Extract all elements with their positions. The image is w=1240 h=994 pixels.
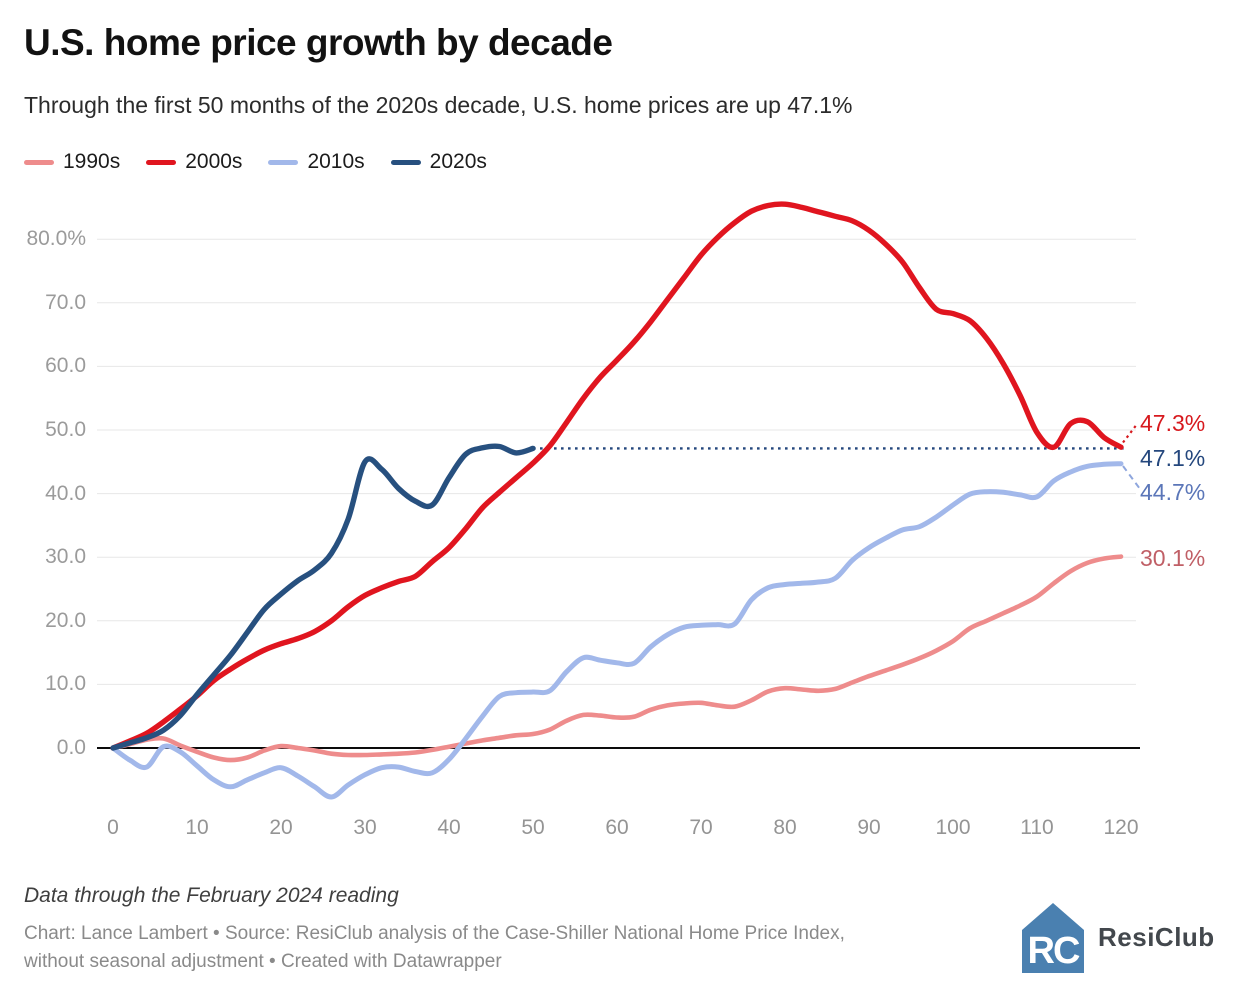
source-attribution-line2: without seasonal adjustment • Created wi… xyxy=(24,951,502,972)
x-tick-label: 10 xyxy=(185,816,209,839)
y-tick-label: 0.0 xyxy=(56,736,86,759)
y-tick-label: 80.0% xyxy=(26,227,86,251)
end-label-2020s: 47.1% xyxy=(1140,445,1206,471)
brand-lockup: RC ResiClub xyxy=(1022,901,1215,973)
y-tick-label: 70.0 xyxy=(45,290,86,314)
legend-label-2000s: 2000s xyxy=(185,150,243,173)
chart-subtitle: Through the first 50 months of the 2020s… xyxy=(24,92,853,118)
legend-swatch-1990s xyxy=(24,159,54,165)
x-tick-label: 0 xyxy=(107,816,119,839)
x-tick-label: 20 xyxy=(269,816,293,839)
line-1990s xyxy=(110,554,1124,763)
x-tick-label: 40 xyxy=(437,816,461,839)
y-tick-label: 40.0 xyxy=(45,481,86,505)
x-tick-label: 70 xyxy=(689,816,713,839)
y-tick-label: 20.0 xyxy=(45,608,86,632)
x-tick-label: 60 xyxy=(605,816,629,839)
legend-item-1990s: 1990s xyxy=(24,150,120,174)
legend-item-2010s: 2010s xyxy=(268,150,365,174)
x-tick-label: 30 xyxy=(353,816,377,839)
svg-text:RC: RC xyxy=(1028,930,1080,972)
end-label-2000s: 47.3% xyxy=(1140,410,1206,436)
y-tick-label: 60.0 xyxy=(45,354,86,378)
source-attribution-line1: Chart: Lance Lambert • Source: ResiClub … xyxy=(24,923,845,944)
resiclub-house-logo-icon: RC xyxy=(1022,903,1084,973)
x-tick-label: 110 xyxy=(1020,816,1054,839)
x-tick-label: 100 xyxy=(935,816,971,839)
legend-label-2020s: 2020s xyxy=(429,150,487,173)
y-tick-label: 30.0 xyxy=(45,545,86,569)
y-tick-label: 50.0 xyxy=(45,418,86,441)
x-tick-label: 80 xyxy=(773,816,797,839)
legend-swatch-2020s xyxy=(390,159,421,165)
legend-item-2020s: 2020s xyxy=(390,150,487,174)
legend-label-2010s: 2010s xyxy=(307,150,365,173)
leader-line-2010s xyxy=(1122,465,1141,490)
data-note: Data through the February 2024 reading xyxy=(24,884,399,907)
x-tick-label: 120 xyxy=(1103,816,1139,839)
legend: 1990s 2000s 2010s 2020s xyxy=(24,150,487,174)
line-2020s xyxy=(110,443,536,751)
legend-swatch-2000s xyxy=(146,159,177,165)
legend-item-2000s: 2000s xyxy=(146,150,242,174)
x-tick-label: 50 xyxy=(521,816,545,839)
legend-swatch-2010s xyxy=(268,159,299,165)
y-tick-label: 10.0 xyxy=(45,672,86,696)
leader-line-2000s xyxy=(1122,424,1137,444)
end-label-2010s: 44.7% xyxy=(1140,479,1206,505)
end-label-1990s: 30.1% xyxy=(1140,545,1206,571)
line-2000s xyxy=(110,201,1124,751)
x-tick-label: 90 xyxy=(857,816,881,839)
line-2010s xyxy=(110,461,1124,800)
legend-label-1990s: 1990s xyxy=(63,150,121,173)
brand-name: ResiClub xyxy=(1098,921,1215,952)
page-title: U.S. home price growth by decade xyxy=(24,22,613,63)
